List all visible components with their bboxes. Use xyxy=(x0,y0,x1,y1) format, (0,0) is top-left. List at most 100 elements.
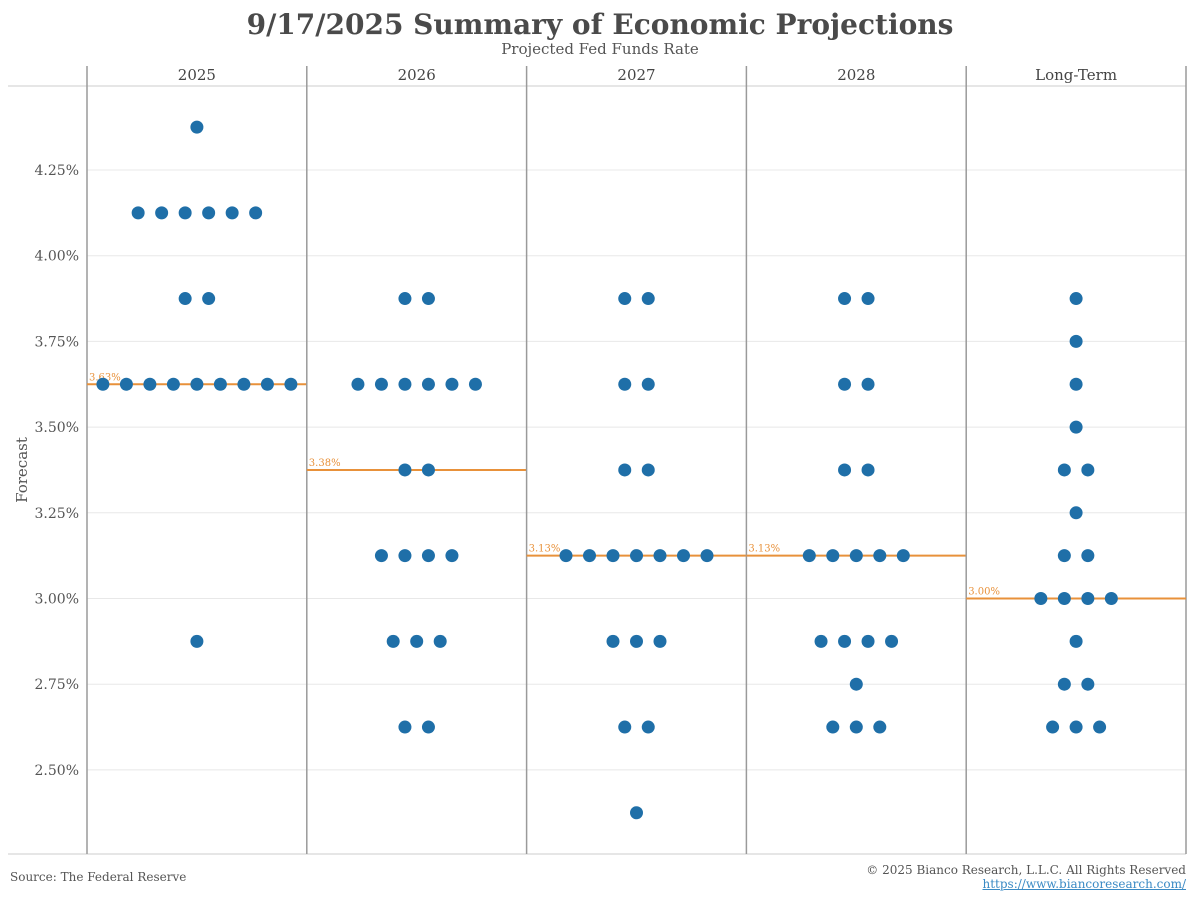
projection-dot xyxy=(374,549,388,563)
y-tick-label: 2.50% xyxy=(35,763,79,779)
projection-dot xyxy=(1104,592,1118,605)
projection-dot xyxy=(641,292,655,306)
projection-dot xyxy=(1093,720,1107,734)
projection-dot xyxy=(814,634,828,648)
projection-dot xyxy=(630,806,643,820)
projection-dot xyxy=(861,463,875,477)
projection-dot xyxy=(873,720,887,734)
y-tick-label: 4.25% xyxy=(35,163,79,179)
projection-dot xyxy=(1057,677,1071,691)
projection-dot xyxy=(618,463,632,477)
projection-dot xyxy=(410,634,424,648)
projection-dot xyxy=(284,377,298,391)
projection-dot xyxy=(190,120,204,134)
projection-dot xyxy=(1081,463,1095,477)
projection-dot xyxy=(421,377,435,391)
panel-label: 2027 xyxy=(617,66,655,84)
projection-dot xyxy=(155,206,169,220)
y-axis-label: Forecast xyxy=(13,437,31,503)
projection-dot xyxy=(606,634,620,648)
projection-dot xyxy=(849,549,863,563)
projection-dot xyxy=(178,292,192,306)
projection-dot xyxy=(653,549,667,563)
chart-title: 9/17/2025 Summary of Economic Projection… xyxy=(246,8,954,41)
projection-dot xyxy=(96,377,110,391)
projection-dot xyxy=(838,292,852,306)
projection-dot xyxy=(606,549,620,563)
projection-dot xyxy=(838,463,852,477)
projection-dot xyxy=(143,377,157,391)
projection-dot xyxy=(653,634,667,648)
y-tick-label: 3.25% xyxy=(35,506,79,522)
projection-dot xyxy=(178,206,192,220)
projection-dot xyxy=(1046,720,1060,734)
projection-dot xyxy=(249,206,263,220)
projection-dot xyxy=(802,549,816,563)
projection-dot xyxy=(433,634,447,648)
projection-dot xyxy=(826,549,840,563)
y-tick-label: 4.00% xyxy=(35,249,79,265)
projection-dot xyxy=(1081,592,1095,605)
projection-dot xyxy=(838,377,852,391)
projection-dot xyxy=(896,549,910,563)
projection-dot xyxy=(849,720,863,734)
projection-dot xyxy=(190,377,204,391)
projection-dot xyxy=(421,549,435,563)
projection-dot xyxy=(398,720,412,734)
projection-dot xyxy=(1069,292,1083,306)
projection-dot xyxy=(641,463,655,477)
projection-dot xyxy=(190,634,204,648)
projection-dot xyxy=(202,206,216,220)
projection-dot xyxy=(119,377,133,391)
projection-dot xyxy=(861,377,875,391)
projection-dot xyxy=(225,206,239,220)
projection-dot xyxy=(1057,549,1071,563)
projection-dot xyxy=(873,549,887,563)
projection-dot xyxy=(421,720,435,734)
y-tick-label: 3.00% xyxy=(35,592,79,608)
y-tick-label: 2.75% xyxy=(35,677,79,693)
projection-dot xyxy=(213,377,227,391)
copyright-note: © 2025 Bianco Research, L.L.C. All Right… xyxy=(866,863,1186,877)
projection-dot xyxy=(630,549,643,563)
projection-dot xyxy=(885,634,899,648)
projection-dot xyxy=(260,377,274,391)
projection-dot xyxy=(468,377,482,391)
projection-dot xyxy=(1069,377,1083,391)
projection-dot xyxy=(445,377,459,391)
projection-dot xyxy=(1069,506,1083,520)
median-label: 3.13% xyxy=(748,544,780,555)
projection-dot xyxy=(559,549,573,563)
chart-subtitle: Projected Fed Funds Rate xyxy=(501,40,699,58)
projection-dot xyxy=(861,634,875,648)
projection-dot xyxy=(398,377,412,391)
projection-dot xyxy=(618,720,632,734)
projection-dot xyxy=(630,634,643,648)
projection-dot xyxy=(386,634,400,648)
projection-dot xyxy=(166,377,180,391)
projection-dot xyxy=(1069,634,1083,648)
projection-dot xyxy=(677,549,690,563)
projection-dot xyxy=(618,377,632,391)
projection-dot xyxy=(1069,720,1083,734)
projection-dot xyxy=(445,549,459,563)
median-label: 3.00% xyxy=(968,587,1000,598)
projection-dot xyxy=(1057,463,1071,477)
projection-dot xyxy=(583,549,596,563)
projection-dot xyxy=(398,292,412,306)
median-label: 3.63% xyxy=(89,372,121,383)
projection-dot xyxy=(421,292,435,306)
projection-dot xyxy=(131,206,145,220)
projection-dot xyxy=(351,377,365,391)
projection-dot xyxy=(374,377,388,391)
projection-dot xyxy=(838,634,852,648)
projection-dot xyxy=(1069,420,1083,434)
projection-dot xyxy=(1069,334,1083,348)
median-label: 3.13% xyxy=(529,544,561,555)
median-label: 3.38% xyxy=(309,458,341,469)
projection-dot xyxy=(826,720,840,734)
projection-dot xyxy=(398,549,412,563)
projection-dot xyxy=(700,549,714,563)
website-link[interactable]: https://www.biancoresearch.com/ xyxy=(982,877,1186,891)
